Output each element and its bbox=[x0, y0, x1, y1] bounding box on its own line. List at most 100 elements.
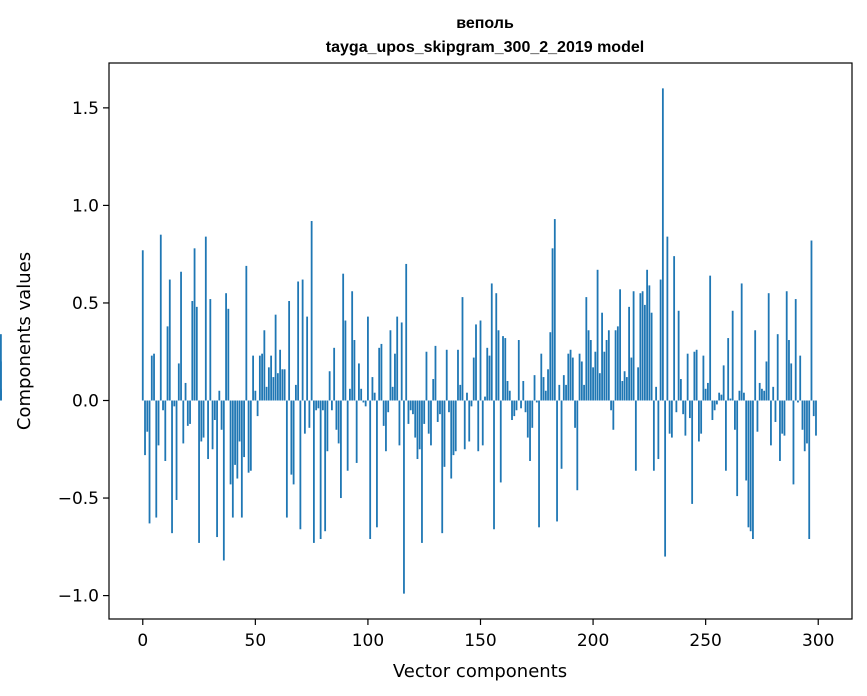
bar bbox=[162, 400, 164, 411]
bar bbox=[189, 400, 191, 424]
bar bbox=[797, 400, 799, 403]
bar bbox=[761, 388, 763, 401]
bar bbox=[312, 400, 315, 543]
bar bbox=[709, 275, 712, 401]
bar bbox=[378, 347, 381, 401]
bar bbox=[349, 388, 351, 401]
bar bbox=[688, 400, 691, 419]
bar bbox=[475, 324, 477, 401]
bar bbox=[675, 400, 678, 413]
bar bbox=[367, 316, 369, 401]
bar bbox=[743, 392, 745, 401]
bar bbox=[520, 400, 522, 409]
bar bbox=[364, 400, 367, 407]
bar bbox=[686, 353, 689, 401]
bar bbox=[157, 400, 160, 446]
bar bbox=[612, 400, 615, 430]
bar bbox=[227, 308, 230, 401]
bar bbox=[594, 351, 597, 401]
bar bbox=[389, 330, 392, 401]
y-tick-label: 0.0 bbox=[72, 392, 99, 412]
bar bbox=[684, 400, 687, 436]
bar bbox=[616, 326, 619, 401]
bar bbox=[736, 400, 739, 497]
bar bbox=[776, 334, 779, 401]
chart-subtitle: tayga_upos_skipgram_300_2_2019 model bbox=[326, 39, 644, 56]
y-axis-label: Components values bbox=[14, 252, 35, 430]
bar bbox=[155, 400, 158, 518]
bar bbox=[218, 390, 221, 401]
y-tick-label: −0.5 bbox=[58, 489, 99, 509]
bar bbox=[153, 353, 155, 401]
bar bbox=[693, 351, 696, 401]
bar bbox=[344, 320, 347, 401]
bar bbox=[319, 400, 322, 540]
bar bbox=[198, 400, 200, 543]
bar bbox=[416, 400, 419, 460]
bar bbox=[524, 400, 527, 413]
bar bbox=[580, 361, 583, 401]
bar bbox=[240, 400, 243, 518]
bar bbox=[749, 400, 752, 532]
bar bbox=[247, 400, 250, 473]
bar bbox=[479, 320, 482, 401]
bar bbox=[457, 349, 459, 401]
bar bbox=[256, 400, 259, 417]
bar bbox=[700, 400, 703, 434]
bar bbox=[326, 400, 329, 452]
bar-series bbox=[0, 88, 817, 594]
bar bbox=[470, 400, 473, 407]
bar bbox=[382, 400, 385, 426]
bar bbox=[702, 355, 705, 401]
bar bbox=[452, 400, 455, 456]
bar bbox=[790, 363, 793, 401]
bar bbox=[355, 400, 358, 463]
bar bbox=[718, 392, 721, 401]
bar bbox=[211, 400, 214, 450]
bar bbox=[553, 219, 556, 401]
bar bbox=[565, 384, 567, 401]
bar bbox=[628, 306, 630, 401]
bar bbox=[285, 400, 288, 518]
bar bbox=[574, 400, 576, 428]
bar bbox=[788, 340, 790, 401]
bar bbox=[794, 299, 797, 401]
bar bbox=[146, 400, 149, 432]
bar bbox=[738, 390, 741, 401]
bar bbox=[186, 400, 189, 426]
bar bbox=[601, 312, 603, 401]
bar bbox=[321, 400, 324, 411]
bar bbox=[517, 340, 520, 401]
bar bbox=[376, 400, 378, 528]
bar bbox=[403, 400, 405, 594]
bar bbox=[639, 293, 642, 401]
bar bbox=[297, 281, 300, 401]
bar bbox=[592, 367, 594, 401]
bar bbox=[421, 400, 423, 543]
y-tick-label: 1.0 bbox=[72, 196, 99, 216]
bar bbox=[729, 398, 732, 401]
bar bbox=[448, 400, 450, 413]
bar bbox=[385, 400, 387, 452]
x-tick-label: 300 bbox=[802, 631, 834, 651]
bar bbox=[166, 326, 169, 401]
bar bbox=[159, 234, 162, 401]
bar bbox=[641, 291, 644, 401]
bar bbox=[504, 338, 507, 401]
bar bbox=[265, 386, 268, 401]
x-tick-label: 200 bbox=[577, 631, 609, 651]
bar bbox=[252, 355, 254, 401]
bar bbox=[391, 386, 394, 401]
bar bbox=[713, 400, 716, 411]
bar bbox=[331, 400, 333, 411]
bar bbox=[547, 369, 549, 401]
bar bbox=[812, 400, 815, 417]
bar bbox=[560, 400, 563, 469]
bar bbox=[538, 400, 540, 528]
bar bbox=[808, 400, 811, 540]
bar bbox=[549, 332, 552, 401]
bar bbox=[544, 390, 547, 401]
bar bbox=[756, 400, 759, 432]
bar bbox=[144, 400, 146, 456]
bar bbox=[195, 306, 198, 401]
